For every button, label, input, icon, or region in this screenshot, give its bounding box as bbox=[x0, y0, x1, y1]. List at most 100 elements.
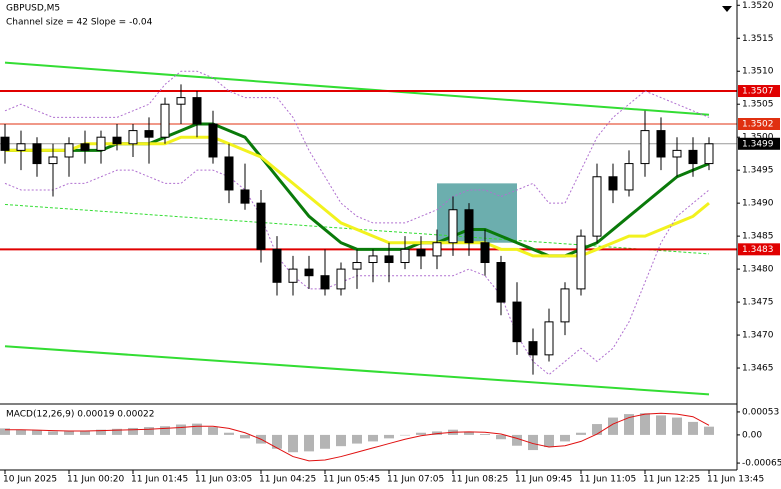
candle-body bbox=[368, 255, 378, 264]
macd-bar bbox=[528, 434, 538, 451]
macd-bar bbox=[352, 434, 362, 444]
y-tick-label: 1.3465 bbox=[742, 364, 774, 374]
level-label: 1.3507 bbox=[742, 87, 774, 97]
macd-bar bbox=[336, 434, 346, 447]
level-tag bbox=[738, 118, 780, 130]
candle-body bbox=[160, 103, 170, 138]
candle-body bbox=[16, 143, 26, 151]
macd-bar bbox=[576, 432, 586, 435]
indicator-line bbox=[4, 70, 710, 224]
level-tag bbox=[738, 137, 780, 150]
candle-body bbox=[352, 262, 362, 270]
level-tag bbox=[738, 243, 780, 256]
y-tick-label: 1.3490 bbox=[742, 199, 774, 209]
level-tag bbox=[738, 85, 780, 98]
macd-bar bbox=[384, 434, 394, 439]
macd-bar bbox=[112, 428, 122, 435]
y-tick-label: 1.3475 bbox=[742, 298, 774, 308]
macd-bar bbox=[608, 417, 618, 435]
scroll-icon bbox=[722, 6, 732, 12]
macd-bar bbox=[160, 426, 170, 435]
candle-body bbox=[240, 189, 250, 204]
macd-bar bbox=[480, 434, 490, 435]
macd-bar bbox=[688, 421, 698, 435]
candle-body bbox=[64, 143, 74, 158]
macd-bar bbox=[400, 434, 410, 436]
y-tick-label: 1.3470 bbox=[742, 331, 774, 341]
candle-body bbox=[272, 248, 282, 283]
candle-body bbox=[688, 149, 698, 165]
candle-body bbox=[96, 136, 106, 151]
candle-body bbox=[144, 130, 154, 138]
candle-body bbox=[32, 143, 42, 165]
y-tick-label: 0.00053 bbox=[742, 407, 779, 417]
candle-body bbox=[304, 268, 314, 277]
macd-bar bbox=[176, 424, 186, 435]
x-tick-label: 11 Jun 08:25 bbox=[451, 475, 508, 485]
candle-body bbox=[480, 242, 490, 264]
macd-bar bbox=[368, 434, 378, 442]
plot-area bbox=[0, 61, 737, 462]
x-tick-label: 11 Jun 01:45 bbox=[131, 475, 188, 485]
candle-body bbox=[496, 262, 506, 303]
macd-bar bbox=[192, 423, 202, 435]
x-tick-label: 11 Jun 13:45 bbox=[707, 475, 764, 485]
candle-body bbox=[336, 268, 346, 290]
candle-body bbox=[208, 123, 218, 158]
macd-bar bbox=[320, 434, 330, 449]
macd-bar bbox=[464, 431, 474, 435]
macd-bar bbox=[496, 434, 506, 440]
indicator-line bbox=[5, 135, 710, 258]
macd-bar bbox=[240, 434, 250, 439]
x-tick-label: 11 Jun 07:05 bbox=[387, 475, 444, 485]
y-tick-label: 1.3505 bbox=[742, 100, 774, 110]
candle-body bbox=[448, 209, 458, 244]
x-tick-label: 11 Jun 05:45 bbox=[323, 475, 380, 485]
candle-body bbox=[464, 209, 474, 244]
level-label: 1.3483 bbox=[742, 245, 774, 255]
y-tick-label: 1.3510 bbox=[742, 67, 774, 77]
macd-bar bbox=[304, 434, 314, 452]
candle-body bbox=[256, 202, 266, 250]
macd-bar bbox=[640, 413, 650, 435]
candle-body bbox=[128, 130, 138, 145]
macd-bar bbox=[512, 434, 522, 446]
y-tick-label: 1.3520 bbox=[742, 1, 774, 11]
macd-bar bbox=[32, 430, 42, 435]
macd-bar bbox=[128, 427, 138, 435]
x-tick-label: 11 Jun 04:25 bbox=[259, 475, 316, 485]
candle-body bbox=[432, 242, 442, 257]
y-tick-label: 1.3480 bbox=[742, 265, 774, 275]
candle-body bbox=[704, 143, 714, 165]
y-tick-label: 1.3500 bbox=[742, 133, 774, 143]
macd-bar bbox=[672, 417, 682, 435]
signal-line bbox=[5, 412, 710, 462]
y-tick-label: 1.3485 bbox=[742, 232, 774, 242]
candle-body bbox=[672, 149, 682, 158]
macd-bar bbox=[560, 434, 570, 442]
macd-bar bbox=[208, 427, 218, 435]
candle-body bbox=[112, 136, 122, 145]
candle-body bbox=[176, 97, 186, 105]
y-tick-label: -0.00065 bbox=[742, 459, 781, 469]
macd-bar bbox=[64, 431, 74, 435]
x-tick-label: 11 Jun 12:25 bbox=[643, 475, 700, 485]
candle-body bbox=[624, 163, 634, 191]
candle-body bbox=[592, 176, 602, 237]
macd-bar bbox=[80, 430, 90, 435]
macd-bar bbox=[544, 434, 554, 448]
y-tick-label: 1.3495 bbox=[742, 166, 774, 176]
candle-body bbox=[224, 156, 234, 191]
candle-body bbox=[656, 130, 666, 158]
x-tick-label: 11 Jun 09:45 bbox=[515, 475, 572, 485]
candle-body bbox=[640, 130, 650, 165]
level-label: 1.3499 bbox=[742, 139, 774, 149]
candle-body bbox=[528, 341, 538, 356]
chart-title: GBPUSD,M5 bbox=[6, 4, 60, 14]
candle-body bbox=[608, 176, 618, 191]
macd-bar bbox=[224, 432, 234, 435]
macd-bar bbox=[96, 429, 106, 435]
candle-body bbox=[400, 248, 410, 264]
channel-line bbox=[4, 61, 710, 116]
